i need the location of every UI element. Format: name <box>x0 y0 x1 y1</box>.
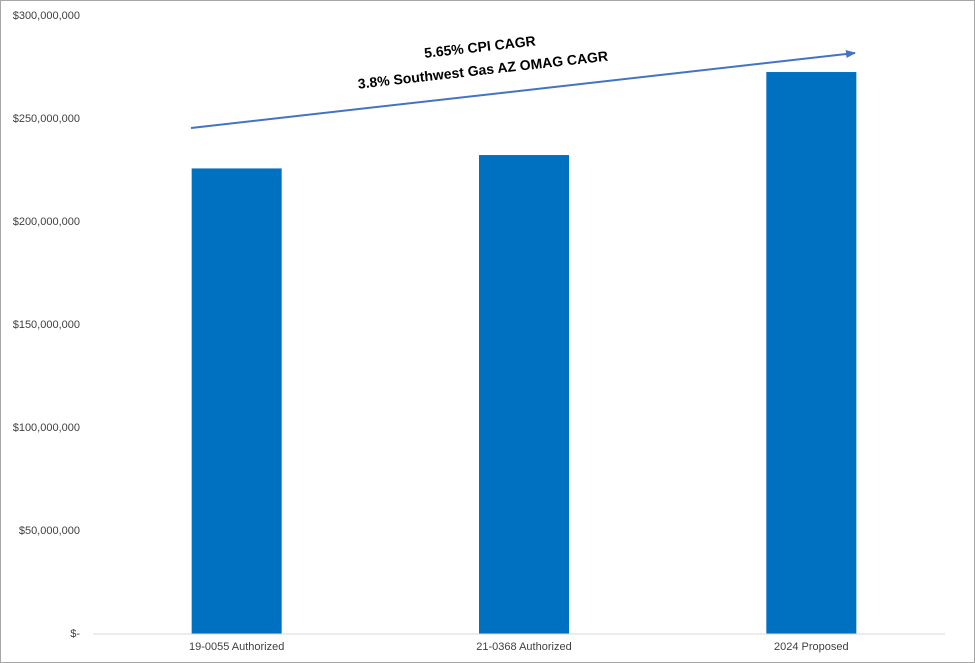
y-tick-label: $300,000,000 <box>13 10 80 22</box>
x-tick-label: 2024 Proposed <box>774 641 849 653</box>
bar <box>766 72 857 635</box>
x-tick-label: 21-0368 Authorized <box>476 641 571 653</box>
y-tick-label: $250,000,000 <box>13 113 80 125</box>
x-tick-label: 19-0055 Authorized <box>189 641 284 653</box>
y-tick-label: $50,000,000 <box>19 525 80 537</box>
y-tick-label: $200,000,000 <box>13 216 80 228</box>
y-tick-label: $150,000,000 <box>13 319 80 331</box>
bar <box>479 155 569 635</box>
bar <box>191 168 282 634</box>
y-tick-label: $100,000,000 <box>13 422 80 434</box>
y-tick-label: $- <box>70 628 80 640</box>
trend-arrow <box>190 50 856 129</box>
